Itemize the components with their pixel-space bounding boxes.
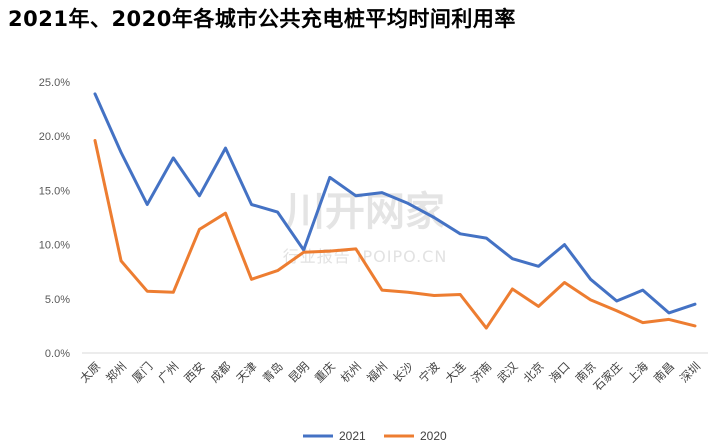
x-tick-label: 上海 — [625, 359, 652, 386]
chart-title: 2021年、2020年各城市公共充电桩平均时间利用率 — [8, 7, 516, 31]
y-tick-label: 10.0% — [39, 240, 70, 252]
x-tick-label: 厦门 — [129, 359, 155, 385]
series-line-2021 — [93, 92, 697, 315]
x-tick-label: 西安 — [181, 359, 207, 385]
x-tick-label: 石家庄 — [591, 359, 625, 393]
y-tick-label: 20.0% — [39, 131, 70, 143]
x-tick-label: 天津 — [234, 359, 260, 385]
y-tick-label: 0.0% — [45, 348, 70, 360]
x-tick-label: 太原 — [77, 359, 103, 385]
x-tick-label: 海口 — [547, 359, 573, 385]
y-tick-label: 15.0% — [39, 185, 70, 197]
x-tick-label: 大连 — [442, 359, 469, 386]
x-tick-label: 南昌 — [651, 359, 677, 385]
x-tick-label: 昆明 — [286, 359, 312, 385]
watermark: 川开网家 行业报告 IPOIPO.CN — [283, 189, 447, 266]
x-tick-label: 宁波 — [416, 359, 443, 386]
x-tick-label: 杭州 — [338, 359, 364, 385]
x-tick-label: 北京 — [520, 359, 546, 385]
legend-label-2020: 2020 — [420, 429, 447, 443]
x-tick-label: 深圳 — [677, 359, 703, 385]
x-tick-label: 广州 — [155, 359, 181, 385]
series-lines — [93, 92, 697, 330]
y-tick-label: 25.0% — [39, 77, 70, 89]
x-tick-label: 济南 — [468, 359, 494, 385]
legend: 2021 2020 — [303, 429, 447, 443]
y-tick-label: 5.0% — [45, 294, 70, 306]
x-tick-label: 郑州 — [103, 359, 129, 385]
legend-label-2021: 2021 — [339, 429, 366, 443]
x-tick-label: 重庆 — [312, 359, 339, 386]
x-axis: 太原 郑州 厦门 广州 西安 成都 天津 青岛 昆明 重庆 杭州 福州 长沙 宁波 大连 济南 武汉 北京 海口 南京… — [77, 352, 708, 394]
series-line-2020 — [93, 139, 697, 330]
x-tick-label: 成都 — [207, 359, 234, 386]
x-tick-label: 福州 — [364, 359, 390, 385]
x-tick-label: 武汉 — [494, 359, 521, 386]
x-tick-label: 长沙 — [390, 359, 417, 386]
x-tick-label: 青岛 — [260, 359, 286, 385]
y-axis: 0.0% 5.0% 10.0% 15.0% 20.0% 25.0% — [39, 77, 70, 360]
